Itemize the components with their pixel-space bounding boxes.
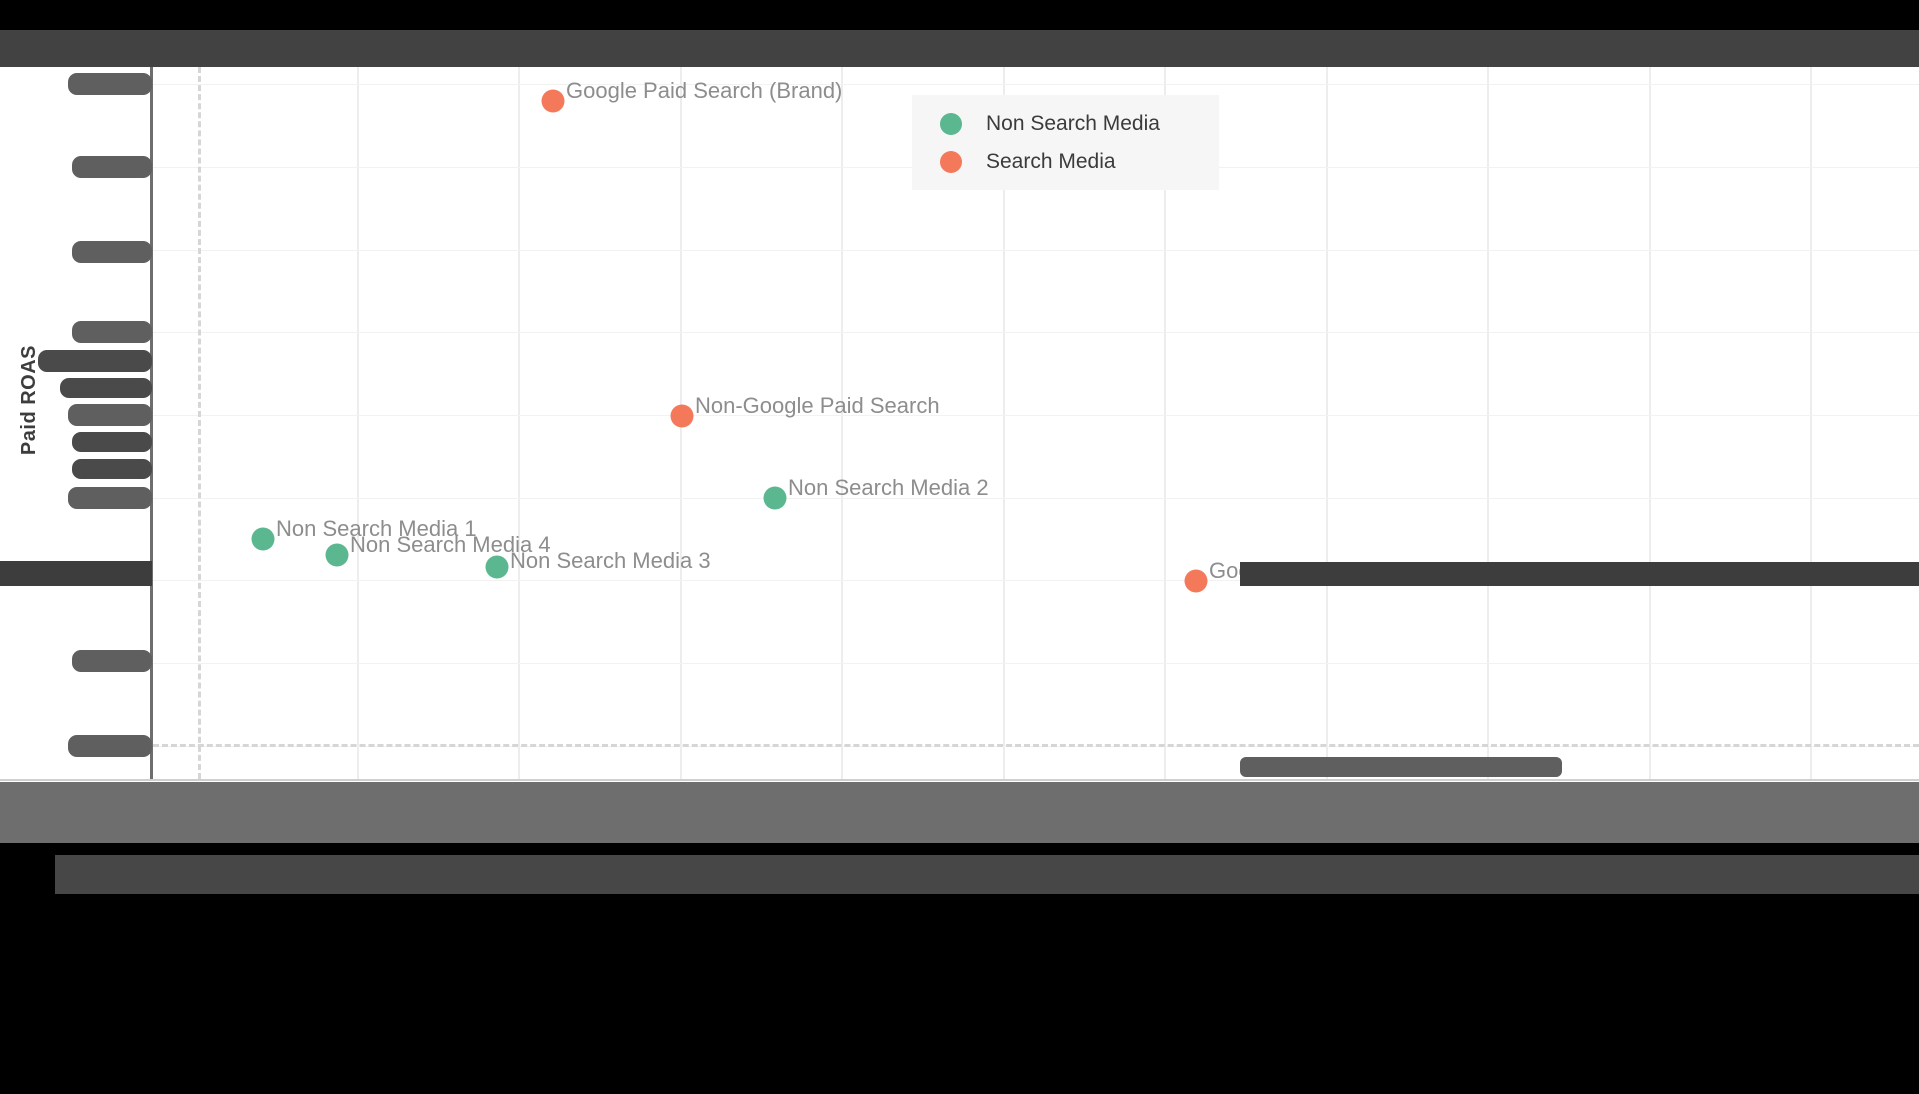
scatter-point[interactable] [541, 89, 565, 113]
redaction-bar [0, 561, 152, 586]
legend-entry-search-media[interactable]: Search Media [940, 150, 1219, 174]
scatter-point-label: Non Search Media 4 [350, 532, 551, 557]
scatter-point-label: Non Search Media 2 [788, 475, 989, 500]
dashed-vertical-reference-line [198, 67, 201, 779]
gridline-horizontal [153, 332, 1919, 333]
gridline-horizontal [153, 84, 1919, 85]
scatter-point-label: Non Search Media 3 [510, 548, 711, 573]
redaction-bar [68, 73, 152, 95]
scatter-point[interactable] [763, 486, 787, 510]
gridline-vertical [1810, 67, 1812, 779]
redaction-bar [38, 350, 152, 372]
top-redaction-band [0, 0, 1919, 30]
gridline-horizontal [153, 663, 1919, 664]
gridline-horizontal [153, 498, 1919, 499]
gridline-horizontal [153, 415, 1919, 416]
gridline-vertical [357, 67, 359, 779]
redaction-bar [72, 459, 152, 479]
scatter-point-label: Non-Google Paid Search [695, 393, 940, 418]
x-axis-line [0, 779, 1919, 781]
redaction-bar [60, 378, 152, 398]
scatter-point[interactable] [251, 527, 275, 551]
redaction-bar [72, 156, 152, 178]
scatter-point[interactable] [1184, 569, 1208, 593]
legend-entry-non-search-media[interactable]: Non Search Media [940, 112, 1219, 136]
y-axis-line [150, 67, 153, 779]
redaction-bar [72, 241, 152, 263]
redaction-bar [68, 404, 152, 426]
gridline-vertical [841, 67, 843, 779]
legend-dot-search-media-icon [940, 150, 962, 173]
gridline-vertical [1326, 67, 1328, 779]
gridline-vertical [518, 67, 520, 779]
redaction-bar [68, 735, 152, 757]
gridline-vertical [1649, 67, 1651, 779]
redaction-bar [72, 432, 152, 452]
gridline-vertical [1003, 67, 1005, 779]
gridline-horizontal [153, 580, 1919, 581]
legend-dot-non-search-media-icon [940, 112, 962, 135]
legend-label: Non Search Media [986, 111, 1160, 135]
dashed-horizontal-zero-line [153, 744, 1919, 747]
redaction-bar [1240, 757, 1562, 777]
scatter-point-label: Non Search Media 1 [276, 516, 477, 541]
scatter-point-label: Google Paid Search (Brand) [566, 78, 843, 103]
redaction-bar [72, 650, 152, 672]
bottom-caption-redaction-band [55, 855, 1919, 894]
redaction-bar [1240, 562, 1919, 586]
gridline-vertical [1487, 67, 1489, 779]
redaction-bar [68, 487, 152, 509]
x-axis-labels-redaction-band [0, 782, 1919, 843]
legend: Non Search Media Search Media [912, 95, 1219, 190]
scatter-point[interactable] [485, 555, 509, 579]
scatter-point[interactable] [670, 404, 694, 428]
scatter-point[interactable] [325, 543, 349, 567]
gridline-horizontal [153, 250, 1919, 251]
gridline-vertical [1164, 67, 1166, 779]
redaction-bar [72, 321, 152, 343]
top-title-redaction-band [0, 30, 1919, 67]
legend-label: Search Media [986, 149, 1116, 173]
